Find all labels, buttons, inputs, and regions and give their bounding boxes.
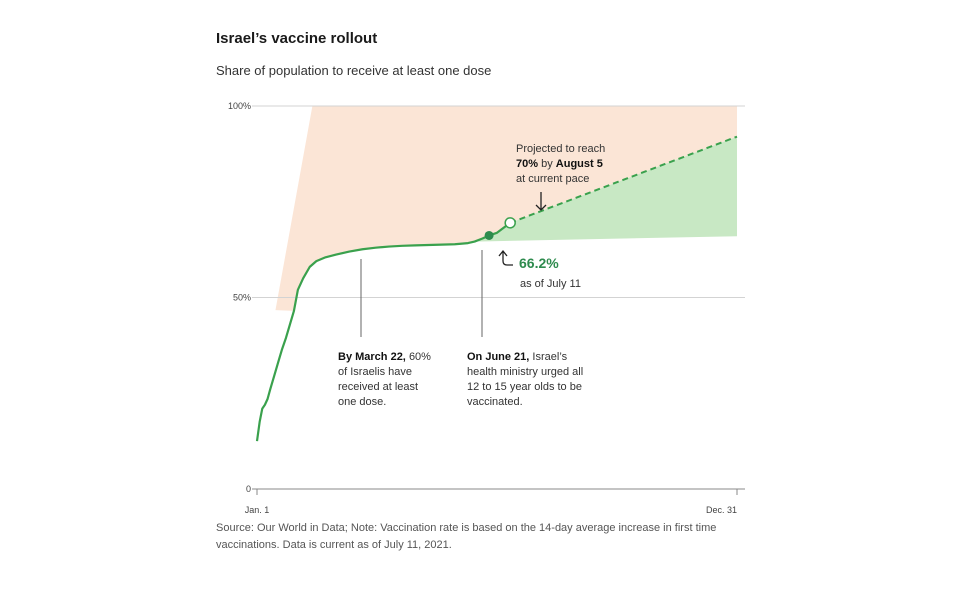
current-point bbox=[484, 230, 494, 240]
x-tick-label-start: Jan. 1 bbox=[245, 505, 270, 515]
projection-date: August 5 bbox=[555, 158, 603, 170]
y-tick-label-0: 100% bbox=[228, 101, 251, 111]
projection-percent: 70% bbox=[516, 158, 539, 170]
actual-vaccination-line bbox=[255, 221, 511, 442]
annotation-june-bold: On June 21, bbox=[467, 351, 530, 363]
projection-band bbox=[474, 136, 737, 242]
x-tick-label-end: Dec. 31 bbox=[706, 505, 737, 515]
chart-title: Israel’s vaccine rollout bbox=[216, 30, 378, 47]
y-tick-label-1: 50% bbox=[233, 293, 251, 303]
annotation-june-text: Israel’s health ministry urged all 12 to… bbox=[467, 351, 584, 408]
projection-line3: at current pace bbox=[516, 173, 590, 185]
annotation-march-bold: By March 22, bbox=[338, 351, 406, 363]
annotation-june: On June 21, Israel’s health ministry urg… bbox=[467, 350, 585, 410]
source-note: Source: Our World in Data; Note: Vaccina… bbox=[216, 522, 717, 551]
projection-line1: Projected to reach bbox=[516, 143, 606, 155]
projection-arrow bbox=[535, 192, 547, 211]
current-arrow bbox=[498, 249, 513, 266]
chart-subtitle: Share of population to receive at least … bbox=[216, 63, 492, 78]
current-value-label: 66.2% bbox=[519, 255, 559, 271]
annotation-projection: Projected to reach 70% by August 5 at cu… bbox=[516, 142, 605, 187]
current-date-label: as of July 11 bbox=[520, 278, 581, 290]
annotation-march: By March 22, 60% of Israelis have receiv… bbox=[338, 350, 438, 410]
projection-line bbox=[509, 135, 738, 224]
projected-point bbox=[504, 217, 516, 229]
projection-by: by bbox=[541, 158, 553, 170]
y-tick-label-2: 0 bbox=[246, 484, 251, 494]
annotation-march-text: 60% of Israelis have received at least o… bbox=[338, 351, 431, 408]
optimistic-band bbox=[275, 106, 737, 311]
